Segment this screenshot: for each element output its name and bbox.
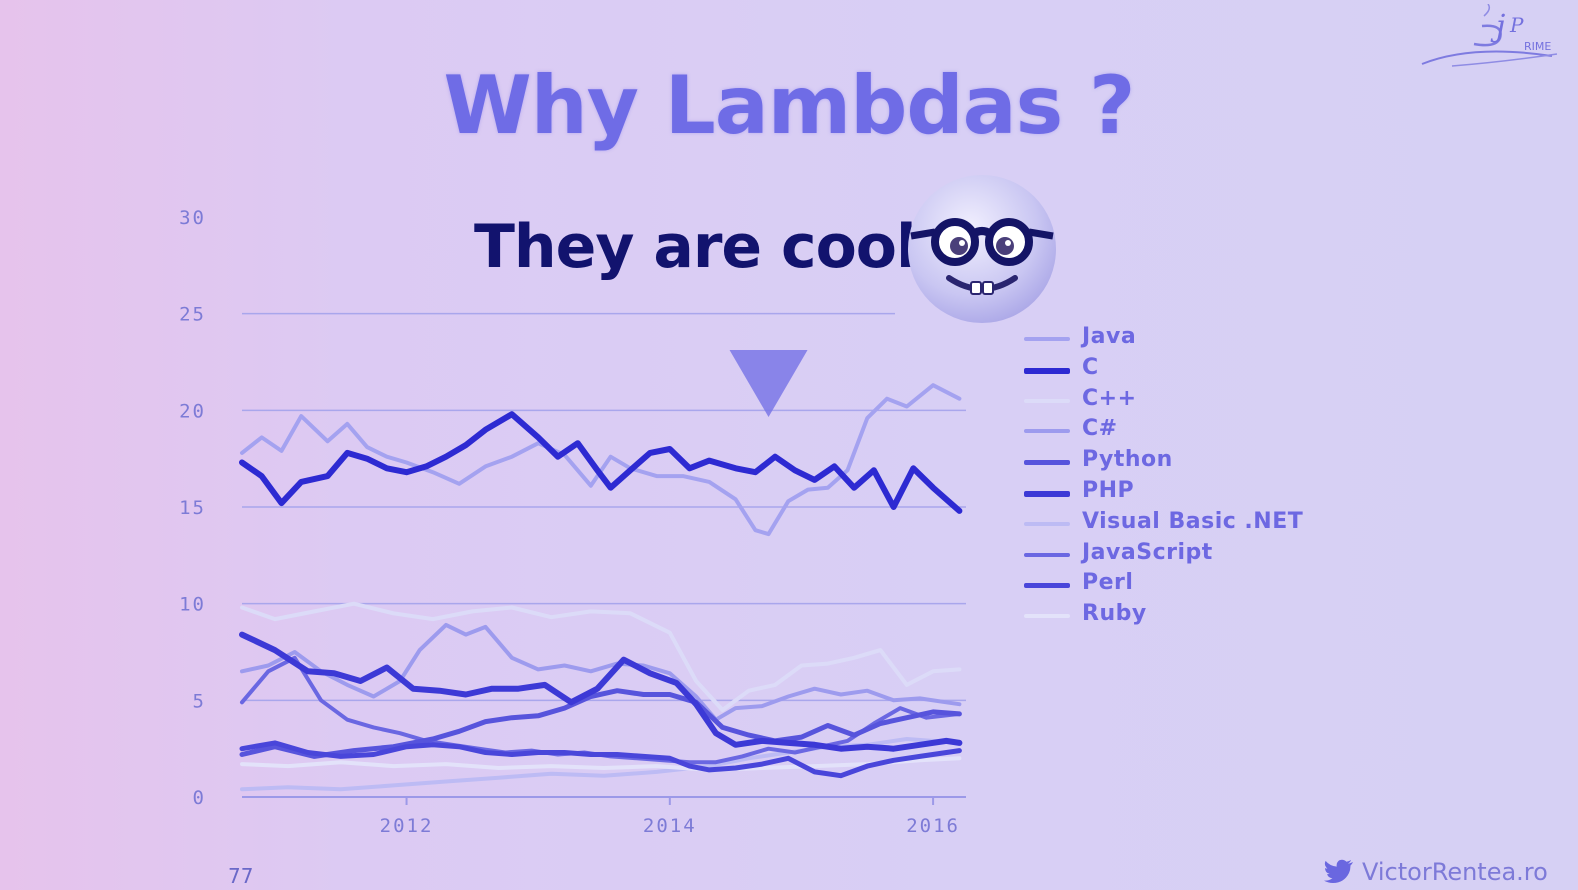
x-tick-label: 2012 [380, 815, 434, 837]
series-line-java [240, 383, 962, 537]
legend-swatch [1024, 337, 1070, 341]
y-tick-label: 0 [193, 787, 206, 809]
y-tick-label: 25 [179, 304, 206, 326]
legend-label: C [1082, 354, 1099, 380]
y-tick-label: 10 [179, 594, 206, 616]
series-lines [239, 383, 963, 792]
slide-subtitle: They are cool [474, 212, 917, 282]
page-number: 77 [228, 864, 254, 888]
series-line-python [239, 688, 962, 759]
highlight-marker [729, 350, 808, 417]
legend-label: C# [1082, 416, 1118, 442]
nerd-face-icon [908, 175, 1056, 323]
legend-label: Java [1082, 324, 1137, 349]
gridlines [242, 312, 966, 798]
svg-text:RIME: RIME [1524, 40, 1551, 53]
y-tick-label: 30 [179, 207, 206, 229]
series-line-csharp [240, 622, 962, 722]
y-tick-label: 15 [179, 497, 206, 519]
series-line-ruby [240, 756, 962, 772]
series-line-php [239, 631, 963, 752]
legend-swatch [1024, 552, 1070, 557]
legend-label: Ruby [1082, 601, 1147, 627]
legend-swatch [1024, 583, 1070, 589]
legend-swatch [1024, 367, 1070, 374]
author-credit[interactable]: VictorRentea.ro [1324, 858, 1548, 886]
slide-title: Why Lambdas ? [443, 59, 1136, 152]
series-line-c [239, 411, 963, 514]
y-tick-label: 5 [193, 690, 206, 712]
y-axis-ticks: 0 5 10 15 20 25 30 [179, 207, 206, 809]
legend-swatch [1024, 521, 1070, 526]
x-tick-label: 2016 [906, 815, 960, 837]
series-line-cpp [240, 601, 962, 712]
svg-text:P: P [1509, 13, 1524, 37]
twitter-bird-icon [1324, 859, 1353, 883]
legend-label: Perl [1082, 570, 1134, 596]
legend-swatch [1024, 429, 1070, 434]
legend-label: C++ [1082, 385, 1137, 411]
legend-swatch [1024, 490, 1070, 497]
author-credit-text: VictorRentea.ro [1362, 858, 1548, 886]
down-triangle-marker [729, 350, 808, 417]
legend-label: JavaScript [1082, 539, 1213, 565]
legend-swatch [1024, 614, 1070, 619]
legend-label: PHP [1082, 477, 1135, 503]
legend-label: Python [1082, 447, 1173, 473]
series-line-perl [239, 740, 962, 779]
y-tick-label: 20 [179, 400, 206, 422]
x-tick-label: 2014 [643, 815, 697, 837]
j-prime-logo-icon: j P RIME [1421, 4, 1558, 67]
x-axis-ticks: 2012 2014 2016 [380, 797, 960, 837]
legend-swatch [1024, 398, 1070, 403]
legend-label: Visual Basic .NET [1082, 508, 1304, 534]
legend-swatch [1024, 460, 1070, 466]
